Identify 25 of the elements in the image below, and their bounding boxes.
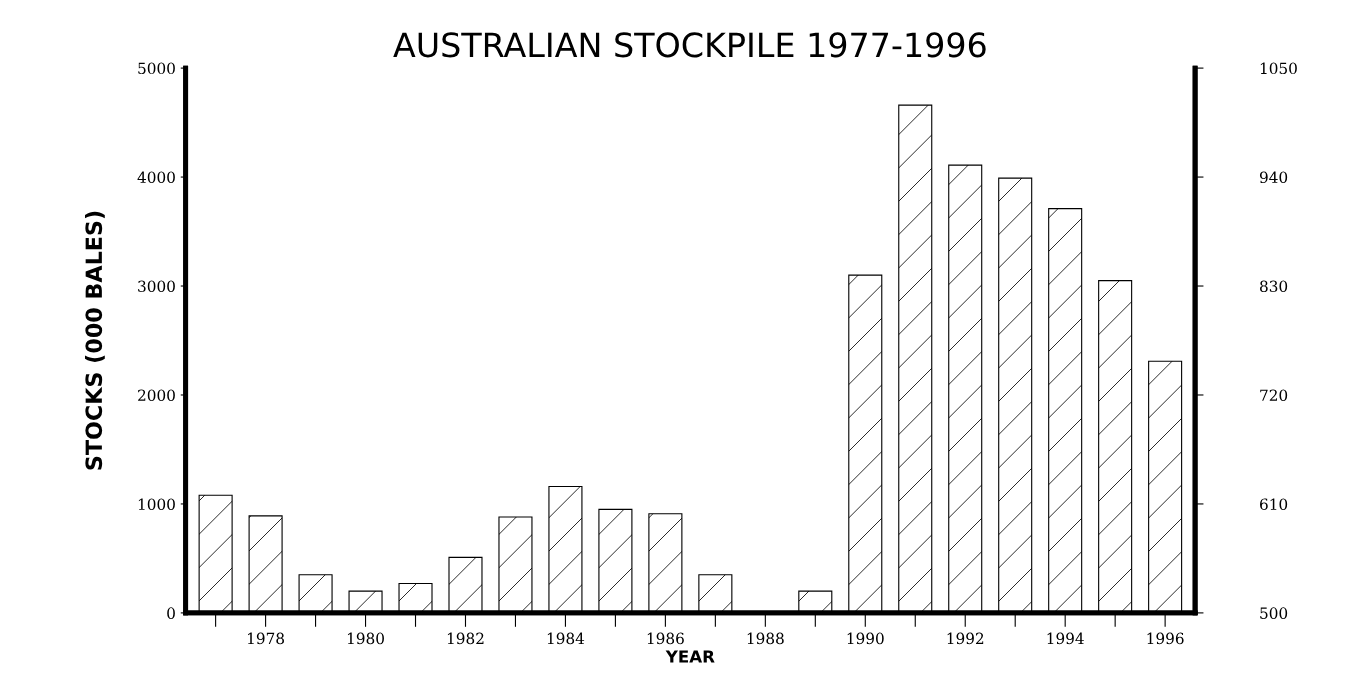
y-tick-label: 2000 [138, 389, 175, 401]
x-tick-label: 1980 [347, 632, 384, 645]
y-axis-title: STOCKS (000 BALES) [84, 211, 105, 470]
y2-tick-label: 500 [1260, 607, 1288, 619]
x-tick-label: 1996 [1147, 632, 1184, 645]
x-tick-label: 1982 [447, 632, 484, 645]
y2-tick-label: 610 [1260, 498, 1288, 510]
y2-tick-label: 830 [1260, 280, 1288, 293]
y-tick-label: 4000 [137, 171, 175, 184]
x-tick-label: 1994 [1047, 632, 1084, 645]
x-tick-label: 1986 [647, 632, 684, 645]
x-tick-label: 1992 [947, 632, 984, 645]
y-tick-label: 5000 [138, 62, 175, 75]
x-tick-label: 1988 [747, 632, 784, 645]
x-tick-label: 1990 [847, 632, 884, 645]
y-tick-label: 1000 [138, 498, 175, 510]
y2-tick-label: 720 [1260, 389, 1288, 401]
x-tick-label: 1984 [547, 632, 585, 645]
y2-tick-label: 940 [1259, 171, 1288, 184]
y2-tick-label: 1050 [1260, 62, 1297, 75]
x-axis-title: YEAR [665, 650, 715, 663]
y-tick-label: 3000 [138, 280, 175, 293]
y-tick-label: 0 [167, 607, 175, 619]
chart-title: AUSTRALIAN STOCKPILE 1977-1996 [393, 32, 986, 58]
x-tick-label: 1978 [248, 632, 284, 645]
